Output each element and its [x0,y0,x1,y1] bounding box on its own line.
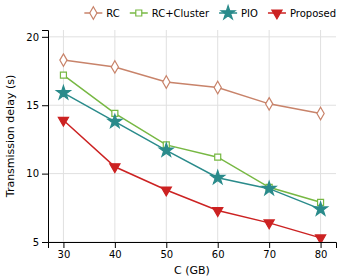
marks [56,54,327,242]
y-axis: 5 10 15 20 [26,31,48,248]
tick-mark [166,242,167,248]
tick: 80 [315,242,328,260]
point [161,187,171,196]
tick: 30 [58,242,71,260]
tick-label: 20 [26,32,39,43]
axis-line [42,31,49,243]
legend-item: PIO [219,6,258,19]
point [56,86,70,99]
series [60,54,324,120]
point [58,117,68,126]
legend-label: Proposed [290,8,336,19]
tick-label: 80 [315,249,328,260]
grid-line [48,36,336,37]
point [262,181,276,194]
tick-label: 60 [212,249,225,260]
legend-marker [272,10,282,19]
tick-label: 70 [263,249,276,260]
chart: 30 40 50 60 70 80 5 10 15 20 C (GB) Transmission de… [0,0,350,280]
point [214,81,221,93]
tick: 10 [26,168,48,179]
point [60,72,66,78]
tick-mark [115,242,116,248]
point [108,114,122,127]
point [317,107,324,119]
legend-label: RC+Cluster [152,8,210,19]
plot: 30 40 50 60 70 80 5 10 15 20 C (GB) Transmission de… [4,30,337,277]
tick: 60 [212,242,225,260]
tick-label: 10 [26,168,39,179]
legend-label: PIO [241,8,258,19]
tick: 40 [109,242,122,260]
point [266,98,273,110]
tick: 20 [26,32,48,43]
tick-mark [321,242,322,248]
line [63,93,320,209]
tick-label: 50 [160,249,173,260]
axis-line [49,243,337,249]
point [314,202,328,215]
legend: RC RC+Cluster PIO Proposed [84,6,336,20]
point [215,154,221,160]
tick-label: 15 [26,100,39,111]
point [315,235,325,242]
tick-mark [42,242,48,243]
x-axis-title: C (GB) [174,264,210,277]
grid-line [48,173,336,174]
point [211,170,225,183]
point [159,143,173,156]
tick-label: 40 [109,249,122,260]
point [110,164,120,173]
tick-label: 5 [33,237,39,248]
grid-line [166,30,167,242]
point [264,220,274,229]
tick: 50 [160,242,173,260]
x-axis: 30 40 50 60 70 80 [49,242,337,260]
tick-mark [42,105,48,106]
tick: 15 [26,100,48,111]
line [63,75,320,202]
legend-label: RC [106,8,119,19]
line [63,60,320,113]
y-axis-title: Transmission delay (s) [4,75,17,198]
tick-mark [63,242,64,248]
point [213,208,223,217]
line [63,120,320,238]
point [163,76,170,88]
tick-mark [42,37,48,38]
tick-mark [218,242,219,248]
legend-item: RC+Cluster [130,8,210,19]
legend-marker [221,6,235,19]
tick: 5 [33,237,48,248]
series [60,72,323,205]
grid-line [269,30,270,242]
legend-marker [90,7,97,19]
grid [48,30,336,242]
point [60,54,67,66]
point [111,61,118,73]
tick-mark [42,174,48,175]
legend-marker [136,10,142,16]
legend-item: Proposed [268,8,336,19]
legend-item: RC [84,7,119,19]
tick-mark [269,242,270,248]
grid-line [48,105,336,106]
series [58,117,325,242]
tick: 70 [263,242,276,260]
tick-label: 30 [58,249,71,260]
